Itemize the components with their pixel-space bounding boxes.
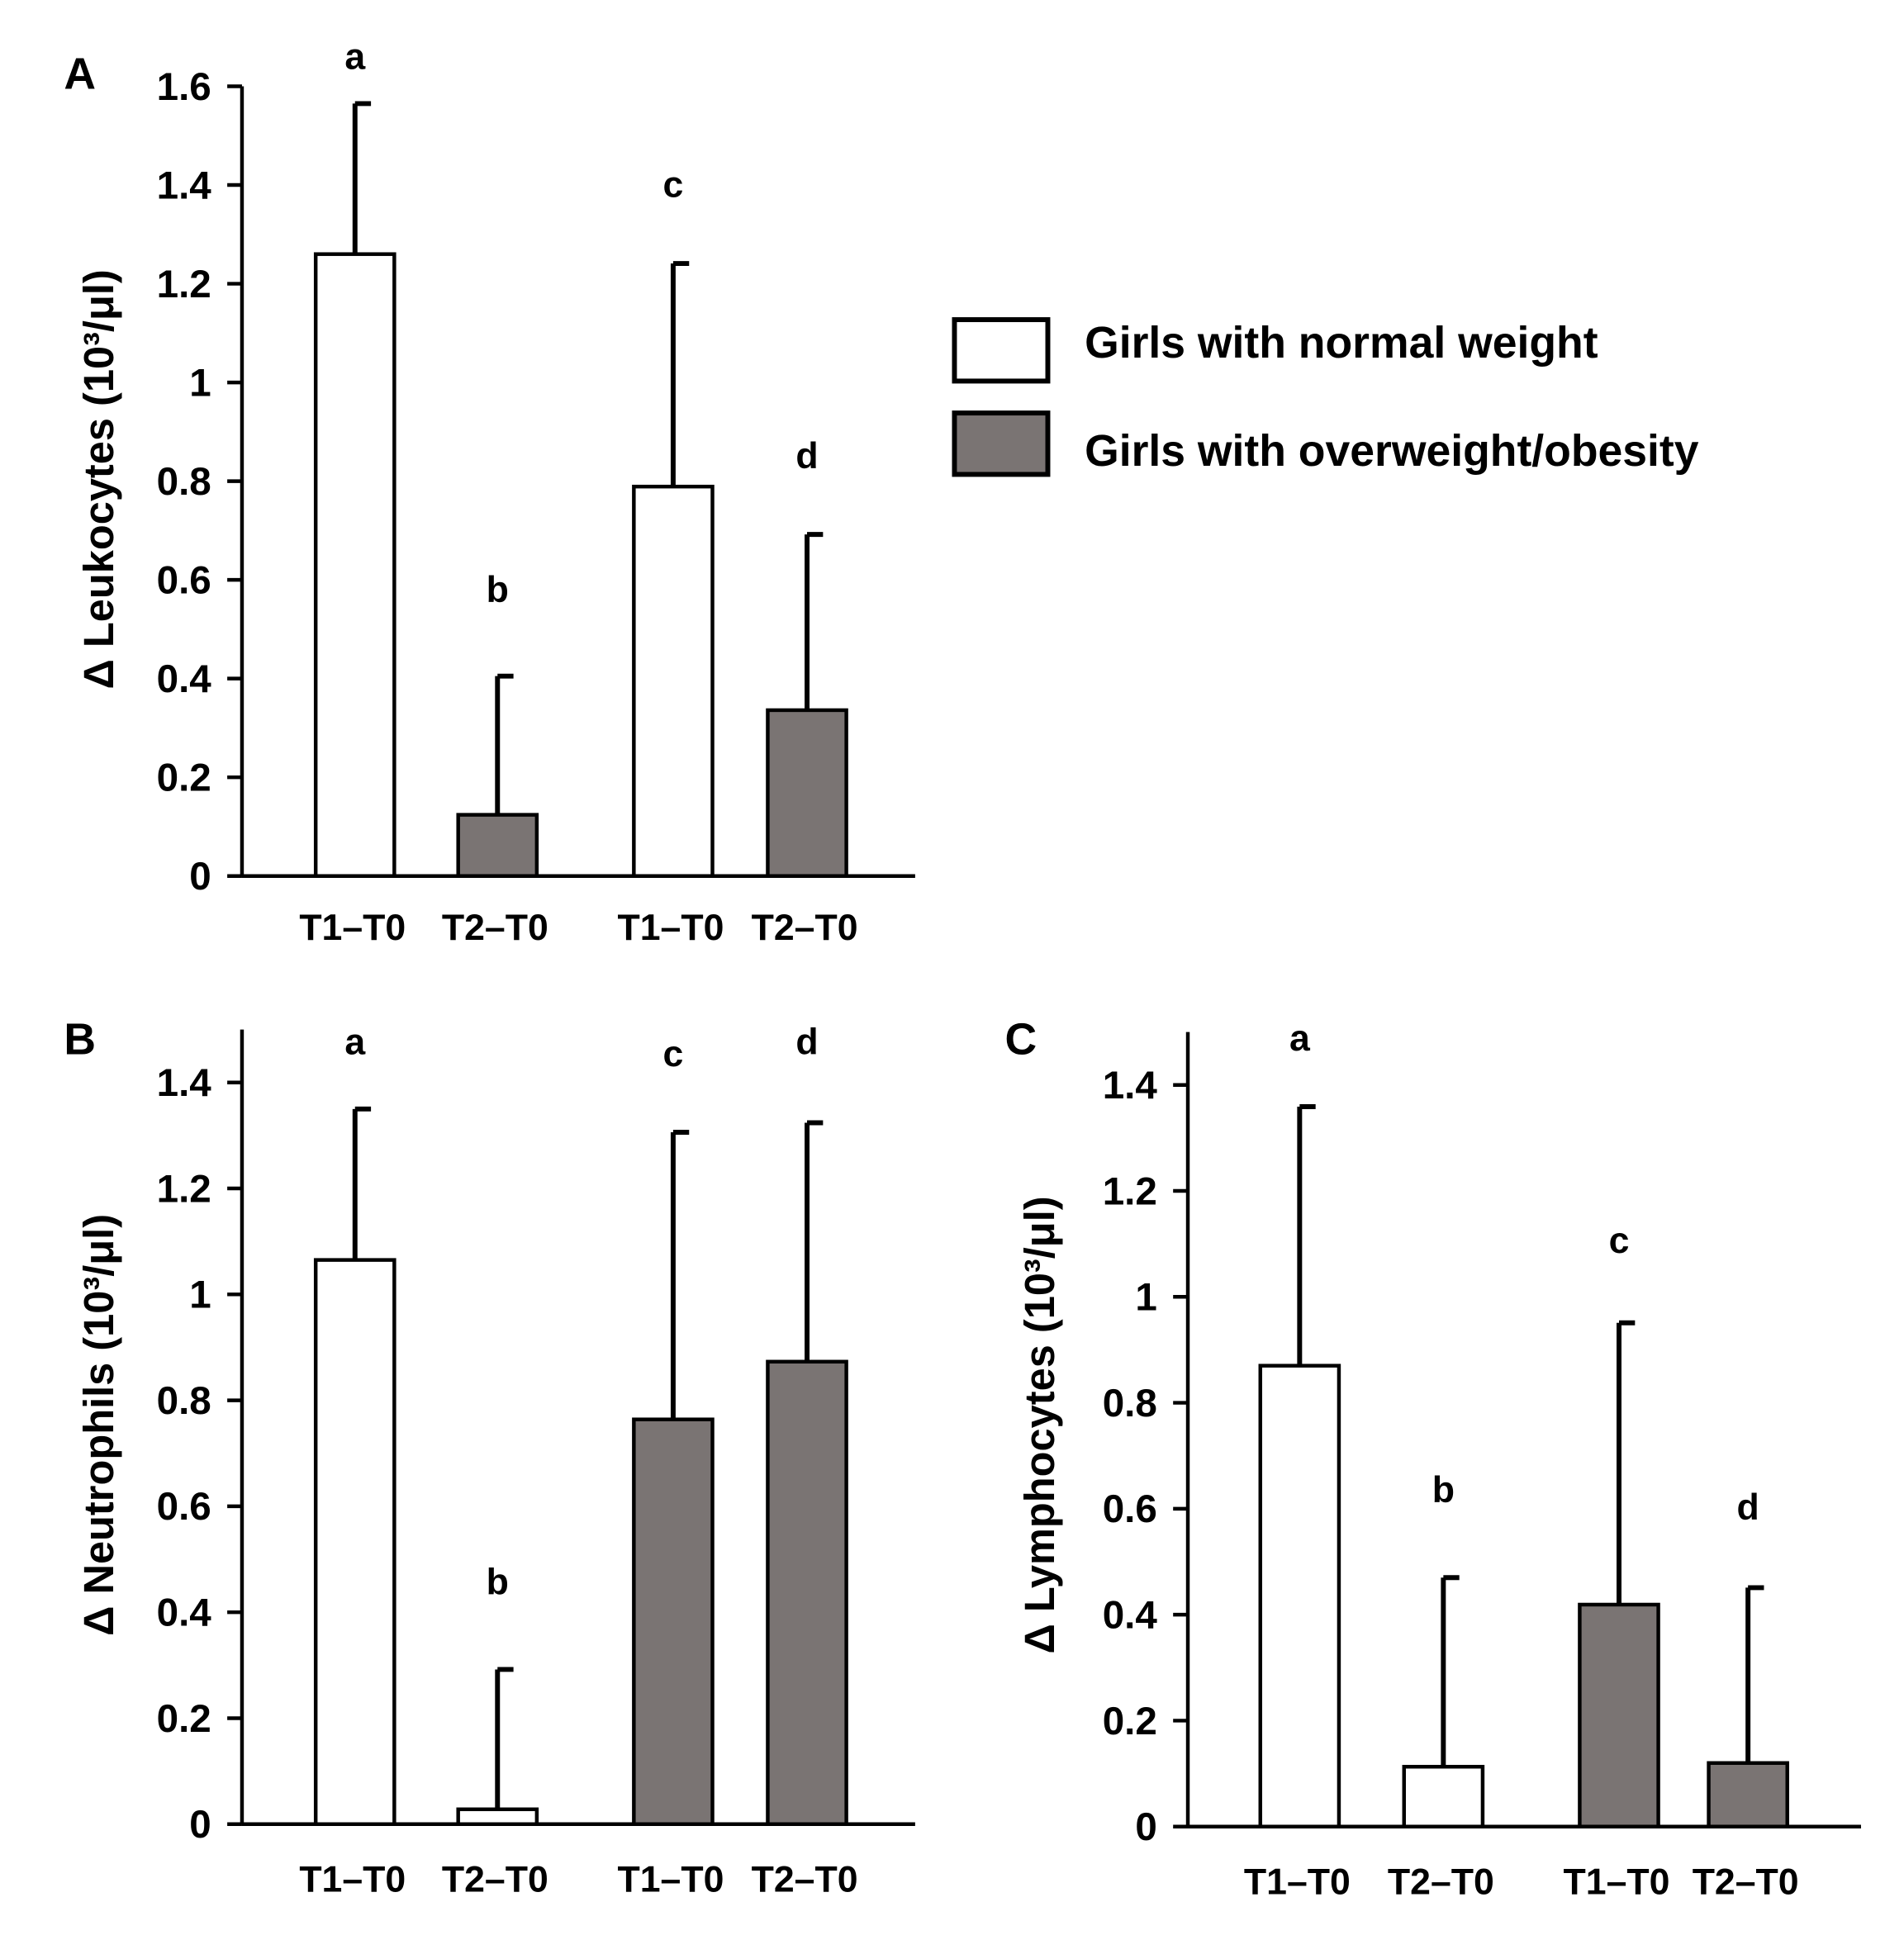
- x-tick-label: T2–T0: [442, 1860, 548, 1900]
- y-tick-label: 0.2: [1103, 1700, 1157, 1743]
- bar: [456, 1807, 539, 1826]
- y-tick-label: 1.2: [1103, 1169, 1157, 1213]
- y-tick-label: 1: [1135, 1276, 1156, 1320]
- panel-B: B Δ Neutrophils (10³/μl) 0 0.2 0.4 0.6 0.8 1 1.2…: [64, 1015, 915, 1900]
- x-tick-label: T1–T0: [299, 908, 406, 948]
- panel-label: A: [64, 50, 96, 98]
- x-tick-label: T1–T0: [299, 1860, 406, 1900]
- bar: [766, 708, 848, 878]
- y-tick-label: 0.4: [157, 1591, 212, 1635]
- legend-label-overweight: Girls with overweight/obesity: [1085, 427, 1699, 476]
- significance-letter: a: [1289, 1018, 1311, 1059]
- bar: [313, 1258, 396, 1826]
- y-tick-label: 0.4: [1103, 1594, 1158, 1638]
- bar: [1258, 1364, 1341, 1828]
- y-tick-label: 0.6: [157, 1485, 211, 1529]
- y-axis-label: Δ Lymphocytes (10³/μl): [1016, 1196, 1063, 1653]
- significance-letter: d: [1737, 1487, 1759, 1528]
- significance-letter: a: [344, 1022, 366, 1062]
- legend-swatch-normal: [952, 317, 1051, 384]
- x-tick-label: T2–T0: [752, 1860, 858, 1900]
- bar: [1707, 1761, 1789, 1828]
- significance-letter: b: [1432, 1470, 1455, 1511]
- bar: [766, 1359, 848, 1826]
- panel-C: C Δ Lymphocytes (10³/μl) 0 0.2 0.4 0.6 0.8 1 1.2…: [1004, 1015, 1861, 1903]
- y-tick-label: 0: [189, 855, 211, 899]
- significance-letter: c: [663, 164, 684, 205]
- y-tick-label: 1.6: [157, 65, 211, 109]
- bar: [456, 813, 539, 878]
- y-axis-label: Δ Leukocytes (10³/μl): [75, 269, 122, 689]
- y-tick-label: 1.4: [1103, 1064, 1158, 1107]
- y-tick-label: 0.6: [1103, 1487, 1157, 1531]
- bar: [1402, 1765, 1485, 1828]
- y-tick-label: 0.2: [157, 1697, 211, 1741]
- y-tick-label: 1.4: [157, 164, 212, 207]
- y-tick-label: 1.4: [157, 1061, 212, 1105]
- y-tick-label: 0.6: [157, 558, 211, 602]
- y-tick-label: 0: [189, 1803, 211, 1847]
- x-tick-label: T1–T0: [1244, 1862, 1351, 1903]
- x-tick-label: T2–T0: [442, 908, 548, 948]
- significance-letter: c: [1609, 1221, 1630, 1261]
- y-tick-label: 0.8: [1103, 1382, 1157, 1425]
- y-tick-label: 0.2: [157, 756, 211, 800]
- bar: [1578, 1602, 1660, 1828]
- legend-label-normal: Girls with normal weight: [1085, 319, 1598, 368]
- x-tick-label: T1–T0: [617, 908, 724, 948]
- y-axis-label: Δ Neutrophils (10³/μl): [75, 1214, 122, 1636]
- y-tick-label: 0.8: [157, 460, 211, 504]
- y-tick-label: 0.8: [157, 1379, 211, 1423]
- y-tick-label: 0: [1135, 1805, 1156, 1849]
- x-tick-label: T1–T0: [1564, 1862, 1670, 1903]
- significance-letter: d: [795, 1022, 818, 1062]
- bar: [632, 484, 715, 878]
- y-tick-label: 1.2: [157, 1167, 211, 1211]
- panel-label: C: [1004, 1015, 1037, 1064]
- bar: [632, 1417, 715, 1826]
- panel-A: A Δ Leukocytes (10³/μl) 0 0.2 0.4 0.6 0.8 1 1.2 1…: [64, 37, 915, 948]
- y-tick-label: 0.4: [157, 657, 212, 701]
- legend: Girls with normal weight Girls with over…: [952, 317, 1699, 477]
- y-tick-label: 1: [189, 1273, 211, 1317]
- legend-swatch-overweight: [952, 410, 1051, 477]
- significance-letter: b: [487, 570, 509, 610]
- significance-letter: b: [487, 1563, 509, 1603]
- x-tick-label: T2–T0: [1693, 1862, 1799, 1903]
- x-tick-label: T2–T0: [752, 908, 858, 948]
- y-tick-label: 1: [189, 361, 211, 405]
- x-tick-label: T2–T0: [1388, 1862, 1494, 1903]
- bar: [313, 252, 396, 878]
- y-tick-label: 1.2: [157, 263, 211, 306]
- significance-letter: c: [663, 1034, 684, 1074]
- x-tick-label: T1–T0: [617, 1860, 724, 1900]
- significance-letter: d: [795, 436, 818, 477]
- panel-label: B: [64, 1015, 96, 1064]
- significance-letter: a: [344, 37, 366, 78]
